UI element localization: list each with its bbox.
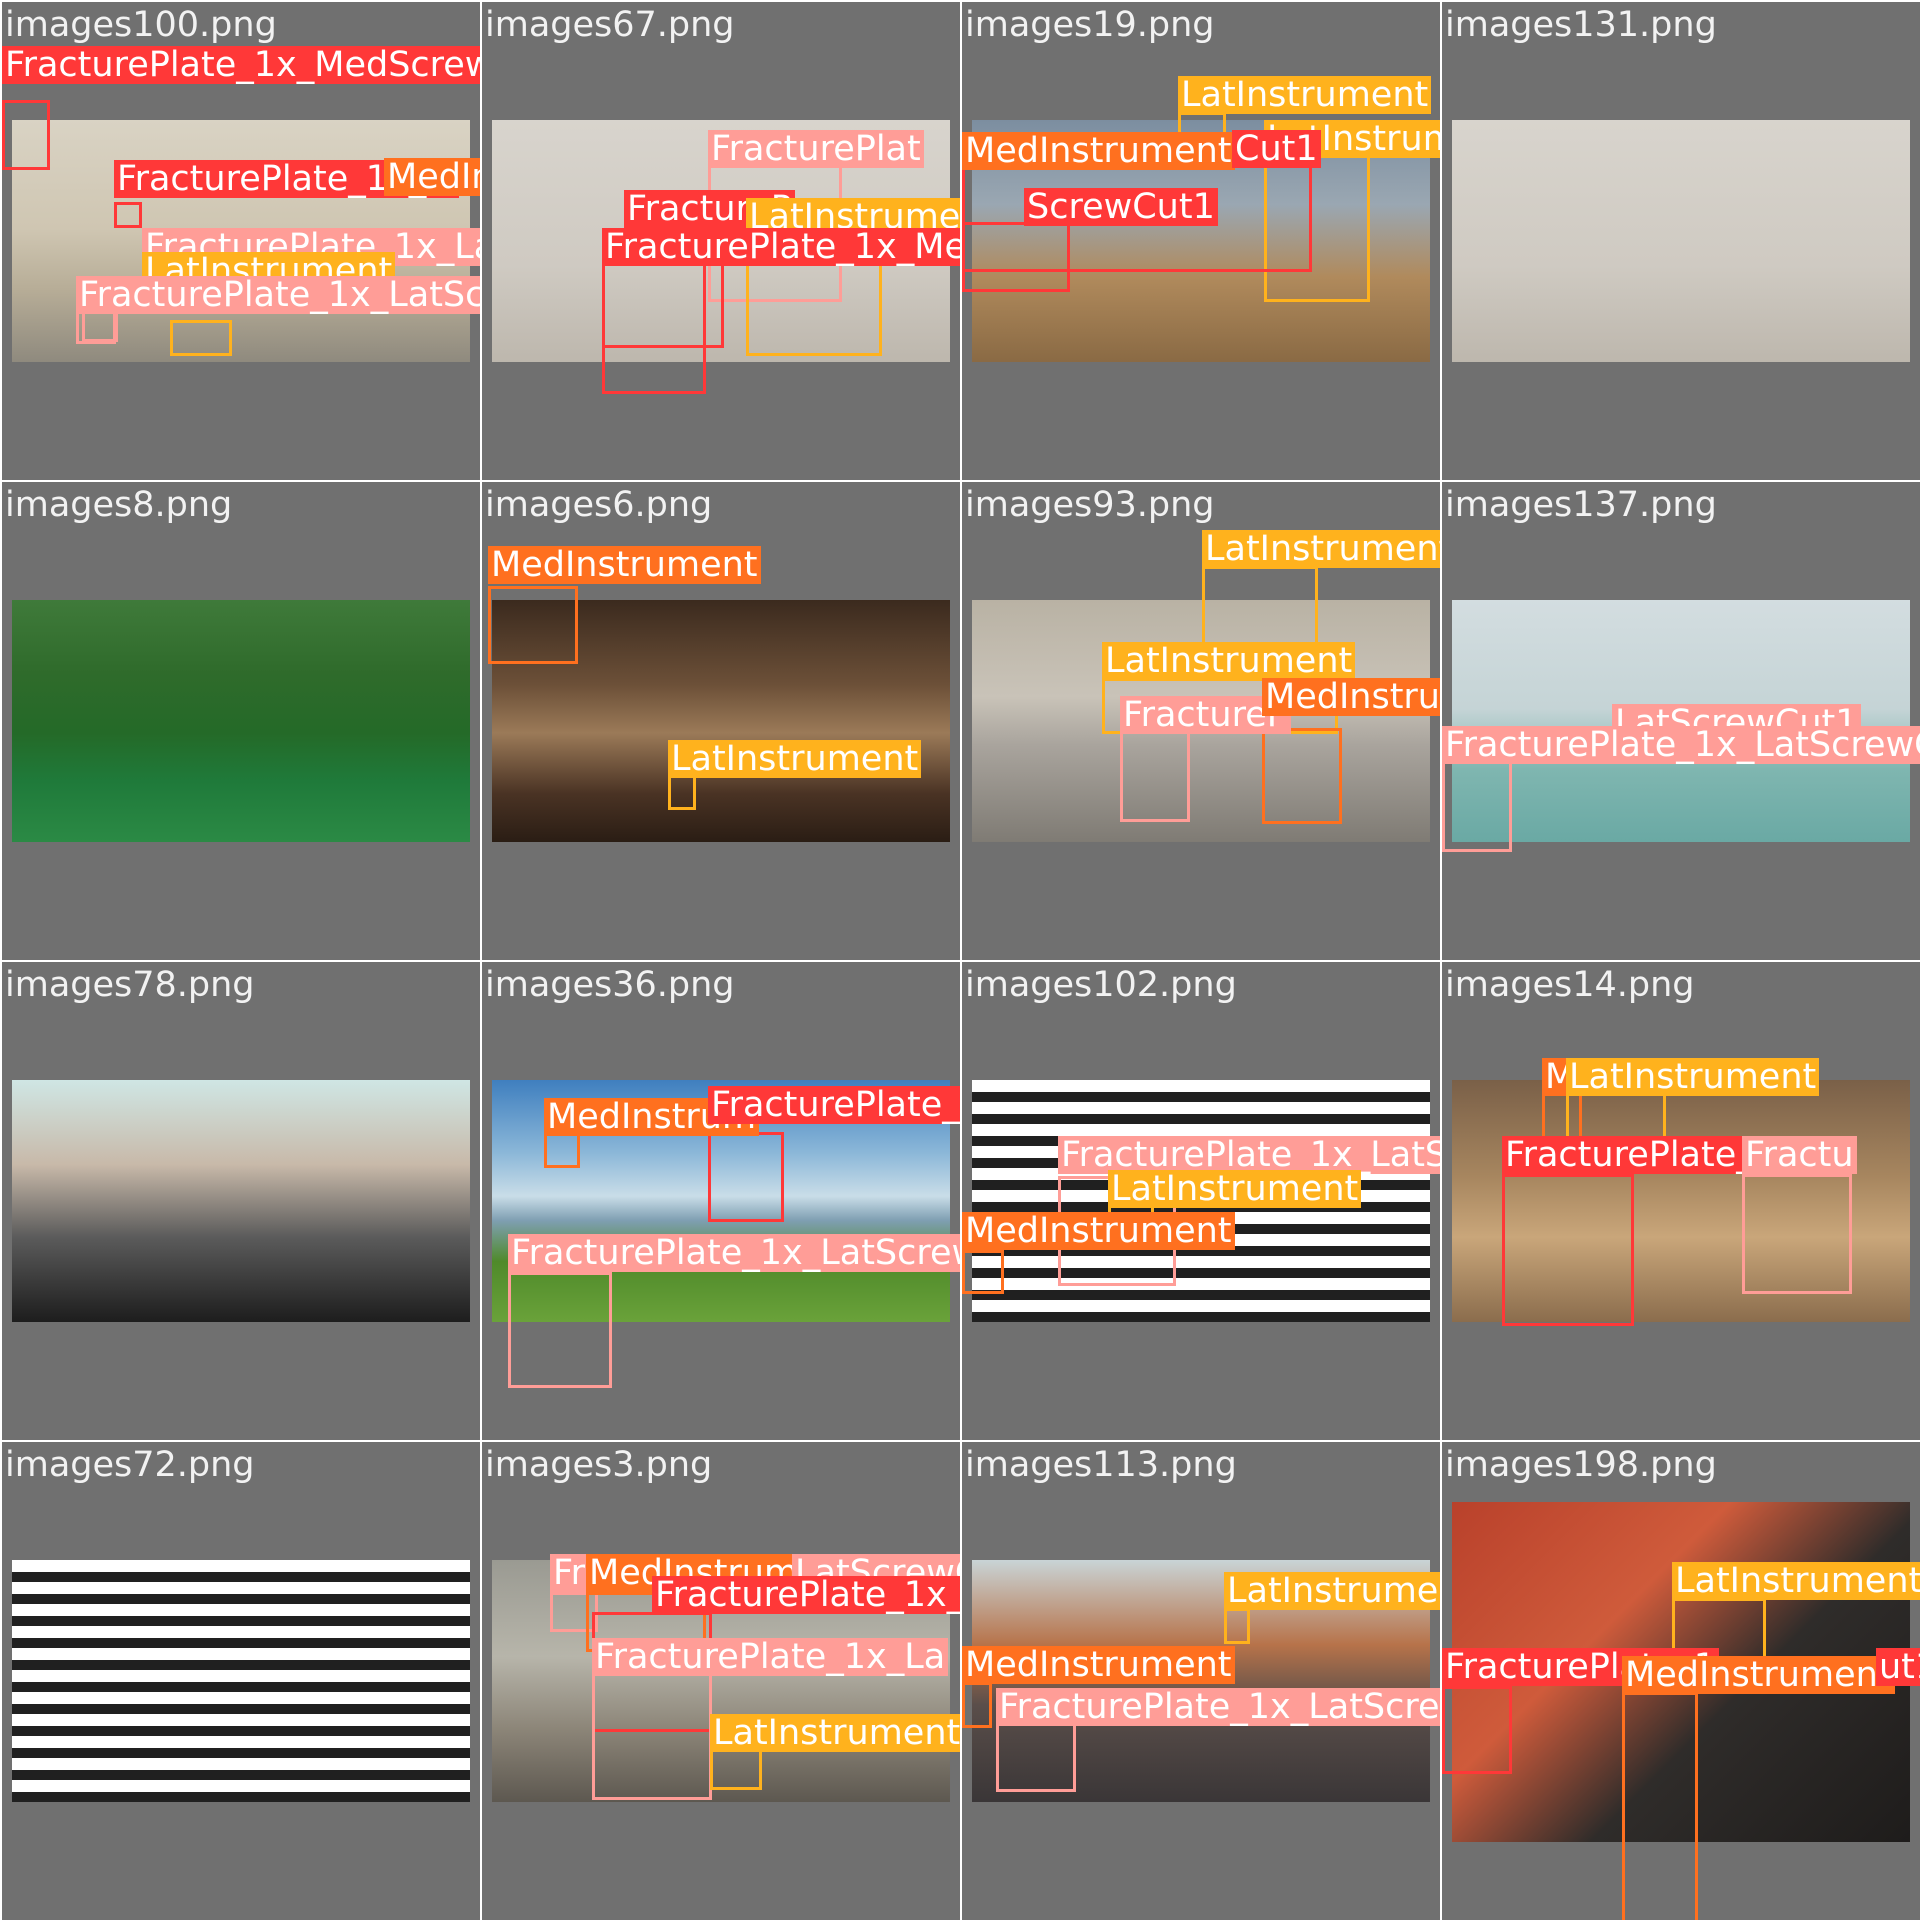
mosaic-tile: images102.png FracturePlate_1x_LatScr LatI…	[962, 962, 1440, 1440]
detection-box	[602, 258, 706, 394]
mosaic-tile: images14.png M LatInstrument FracturePlate_…	[1442, 962, 1920, 1440]
detection-box	[710, 1748, 762, 1790]
detection-label: FracturePlate_1x_LatScrewCut1	[76, 276, 480, 314]
tile-photo	[492, 600, 950, 842]
tile-filename: images36.png	[485, 965, 735, 1005]
tile-filename: images72.png	[5, 1445, 255, 1485]
detection-label: LatInstrument	[1566, 1058, 1820, 1096]
detection-label: FracturePlate_1x_LatScrewCut1	[508, 1234, 960, 1272]
detection-label: FracturePlate_1x_MedScrewCut1	[2, 46, 480, 84]
tile-photo	[1452, 1080, 1910, 1322]
mosaic-tile: images100.pngFracturePlate_1x_MedScrewCu…	[2, 2, 480, 480]
mosaic-tile: images78.png	[2, 962, 480, 1440]
detection-label: MedInstrument	[962, 1212, 1235, 1250]
tile-filename: images3.png	[485, 1445, 713, 1485]
tile-filename: images6.png	[485, 485, 713, 525]
detection-box	[1224, 1608, 1250, 1644]
mosaic-tile: images36.pngMedInstrumFracturePlate_1x_M…	[482, 962, 960, 1440]
detection-label: MedInstrument	[962, 1646, 1235, 1684]
detection-label: LatInstrument	[1672, 1562, 1920, 1600]
tile-filename: images93.png	[965, 485, 1215, 525]
detection-label: MedInstrument	[962, 132, 1235, 170]
detection-box	[1622, 1692, 1698, 1920]
detection-label: LatInstrument	[710, 1714, 960, 1752]
detection-box	[962, 1682, 992, 1728]
detection-box	[962, 1250, 1004, 1294]
detection-box	[592, 1672, 712, 1800]
detection-box	[1262, 728, 1342, 824]
detection-label: FracturePlate_1x_MedScrewCut1	[708, 1086, 960, 1124]
detection-label: ut1	[1876, 1648, 1920, 1686]
detection-label: LatInstrument	[1178, 76, 1432, 114]
tile-photo	[1452, 120, 1910, 362]
detection-label: FracturePlate_1x_LatScrewCut1	[1442, 726, 1920, 764]
detection-label: Fractu	[1742, 1136, 1857, 1174]
tile-filename: images78.png	[5, 965, 255, 1005]
detection-label: FracturePlate_1x_MedScrewCut1	[652, 1576, 960, 1614]
tile-photo	[12, 600, 470, 842]
detection-label: Cut1	[1232, 130, 1321, 168]
mosaic-tile: images8.png	[2, 482, 480, 960]
mosaic-tile: images131.png	[1442, 2, 1920, 480]
tile-filename: images113.png	[965, 1445, 1237, 1485]
detection-box	[962, 222, 1070, 292]
detection-box	[170, 320, 232, 356]
mosaic-tile: images19.pngLatInstrumentLatInstrumentMe…	[962, 2, 1440, 480]
detection-box	[1742, 1174, 1852, 1294]
detection-label: LatInstrument	[668, 740, 922, 778]
tile-filename: images131.png	[1445, 5, 1717, 45]
detection-label: MedInstrument	[1262, 678, 1440, 716]
detection-box	[996, 1722, 1076, 1792]
detection-box	[488, 586, 578, 664]
tile-photo	[12, 1080, 470, 1322]
detection-label: FracturePlate_1x_LatScrewCut1	[996, 1688, 1440, 1726]
tile-filename: images8.png	[5, 485, 233, 525]
tile-filename: images14.png	[1445, 965, 1695, 1005]
mosaic-tile: images137.png LatScrewCut1 FracturePlate_1…	[1442, 482, 1920, 960]
detection-label: MedInstrument	[384, 158, 480, 196]
detection-label: LatInstrument	[1224, 1572, 1440, 1610]
mosaic-tile: images3.pngFraMedInstrumentLatScrewCut1F…	[482, 1442, 960, 1920]
tile-filename: images137.png	[1445, 485, 1717, 525]
detection-box	[1442, 760, 1512, 852]
mosaic-tile: images93.png LatInstrument LatInstrument Fr…	[962, 482, 1440, 960]
mosaic-tile: images6.png MedInstrument LatInstrument	[482, 482, 960, 960]
tile-filename: images198.png	[1445, 1445, 1717, 1485]
detection-label: MedInstrument	[1622, 1656, 1895, 1694]
detection-box	[1502, 1174, 1634, 1326]
detection-box	[544, 1132, 580, 1168]
detection-box	[668, 774, 696, 810]
tile-filename: images100.png	[5, 5, 277, 45]
tile-filename: images102.png	[965, 965, 1237, 1005]
detection-box	[508, 1272, 612, 1388]
detection-label: FracturePlate_1x_LatScr	[1058, 1136, 1440, 1174]
mosaic-tile: images67.png FracturePlat FractureP LatInst…	[482, 2, 960, 480]
detection-box	[1442, 1686, 1512, 1774]
detection-box	[1120, 728, 1190, 822]
detection-label: FracturePlat	[708, 130, 924, 168]
detection-box	[2, 100, 50, 170]
detection-label: LatInstrument	[1202, 530, 1440, 568]
detection-label: LatInstrument	[1102, 642, 1356, 680]
mosaic-tile: images113.png LatInstrument MedInstrument F…	[962, 1442, 1440, 1920]
detection-label: ScrewCut1	[1024, 188, 1218, 226]
detection-box	[708, 1132, 784, 1222]
mosaic-tile: images198.png LatInstrument FracturePlate_…	[1442, 1442, 1920, 1920]
detection-label: MedInstrument	[488, 546, 761, 584]
detection-label: FracturePlate_1x_MedScrewCut1	[602, 228, 960, 266]
tile-filename: images19.png	[965, 5, 1215, 45]
tile-photo	[12, 1560, 470, 1802]
detection-label: FracturePlate_1x_La	[592, 1638, 949, 1676]
tile-filename: images67.png	[485, 5, 735, 45]
detection-box	[114, 202, 142, 228]
mosaic-tile: images72.png	[2, 1442, 480, 1920]
detection-label: LatInstrument	[1108, 1170, 1362, 1208]
